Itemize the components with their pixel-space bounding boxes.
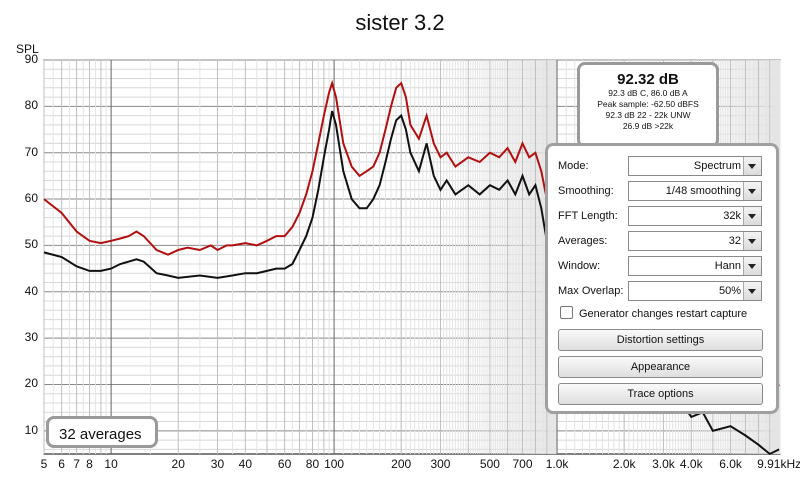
window-label: Window: (558, 260, 601, 272)
fft-length-dropdown[interactable]: 32k (628, 206, 762, 226)
fft-length-label: FFT Length: (558, 210, 618, 222)
x-tick-label: 6 (58, 457, 65, 471)
max-overlap-dropdown[interactable]: 50% (628, 281, 762, 301)
x-tick-label: 30 (210, 457, 225, 471)
readout-line: 92.3 dB C, 86.0 dB A (608, 88, 688, 98)
y-tick-label: 80 (24, 98, 38, 113)
x-tick-label: 9.91kHz (757, 457, 800, 471)
chevron-down-icon[interactable] (743, 182, 761, 200)
chevron-down-icon[interactable] (743, 257, 761, 275)
x-tick-label: 8 (86, 457, 93, 471)
averages-label: Averages: (558, 235, 608, 247)
y-tick-label: 90 (24, 52, 38, 66)
averages-dropdown[interactable]: 32 (628, 231, 762, 251)
chevron-down-icon[interactable] (743, 282, 761, 300)
level-readout[interactable]: 92.32 dB 92.3 dB C, 86.0 dB A Peak sampl… (577, 62, 719, 148)
mode-dropdown[interactable]: Spectrum (628, 156, 762, 176)
averages-indicator: 32 averages (46, 416, 158, 448)
y-tick-label: 10 (24, 422, 38, 437)
window-dropdown[interactable]: Hann (628, 256, 762, 276)
appearance-button[interactable]: Appearance (558, 356, 763, 378)
averages-row: Averages: 32 (558, 231, 768, 253)
max-overlap-row: Max Overlap: 50% (558, 281, 768, 303)
readout-line: 26.9 dB >22k (622, 121, 674, 131)
max-overlap-label: Max Overlap: (558, 285, 624, 297)
x-tick-label: 500 (479, 457, 500, 471)
x-tick-label: 300 (430, 457, 451, 471)
readout-main: 92.32 dB (617, 71, 679, 88)
chevron-down-icon[interactable] (743, 157, 761, 175)
x-tick-label: 80 (305, 457, 320, 471)
chevron-down-icon[interactable] (743, 232, 761, 250)
averages-value: 32 (728, 235, 741, 247)
x-tick-label: 60 (277, 457, 292, 471)
mode-value: Spectrum (693, 160, 741, 172)
y-tick-label: 60 (24, 191, 38, 206)
window-row: Window: Hann (558, 256, 768, 278)
y-tick-label: 20 (24, 376, 38, 391)
fft-length-value: 32k (723, 210, 741, 222)
max-overlap-value: 50% (718, 285, 741, 297)
mode-label: Mode: (558, 160, 589, 172)
readout-line: Peak sample: -62.50 dBFS (597, 99, 699, 109)
x-tick-label: 6.0k (719, 457, 742, 471)
x-tick-label: 100 (324, 457, 345, 471)
generator-restart-option[interactable]: Generator changes restart capture (560, 306, 747, 320)
x-tick-label: 20 (171, 457, 185, 471)
x-tick-label: 10 (104, 457, 118, 471)
y-tick-label: 70 (24, 144, 38, 159)
x-tick-label: 700 (512, 457, 533, 471)
y-axis-label: SPL (16, 42, 39, 56)
generator-restart-label: Generator changes restart capture (579, 308, 748, 320)
smoothing-dropdown[interactable]: 1/48 smoothing (628, 181, 762, 201)
y-tick-label: 40 (24, 283, 38, 298)
smoothing-label: Smoothing: (558, 185, 614, 197)
smoothing-row: Smoothing: 1/48 smoothing (558, 181, 768, 203)
x-tick-label: 1.0k (545, 457, 569, 471)
trace-options-button[interactable]: Trace options (558, 383, 763, 405)
fft-length-row: FFT Length: 32k (558, 206, 768, 228)
x-tick-label: 3.0k (652, 457, 675, 471)
y-tick-label: 50 (24, 237, 38, 252)
smoothing-value: 1/48 smoothing (665, 185, 741, 197)
generator-restart-checkbox[interactable] (560, 306, 573, 319)
settings-panel: Mode: Spectrum Smoothing: 1/48 smoothing… (545, 143, 779, 414)
x-tick-label: 200 (391, 457, 412, 471)
distortion-settings-button[interactable]: Distortion settings (558, 329, 763, 351)
chart-title: sister 3.2 (355, 10, 445, 35)
readout-line: 92.3 dB 22 - 22k UNW (605, 110, 691, 120)
y-tick-label: 30 (24, 330, 38, 345)
x-tick-label: 2.0k (612, 457, 636, 471)
mode-row: Mode: Spectrum (558, 156, 768, 178)
window-value: Hann (714, 260, 741, 272)
x-tick-label: 40 (238, 457, 253, 471)
chevron-down-icon[interactable] (743, 207, 761, 225)
x-tick-label: 5 (40, 457, 48, 471)
x-tick-label: 4.0k (679, 457, 703, 471)
x-tick-label: 7 (73, 457, 80, 471)
